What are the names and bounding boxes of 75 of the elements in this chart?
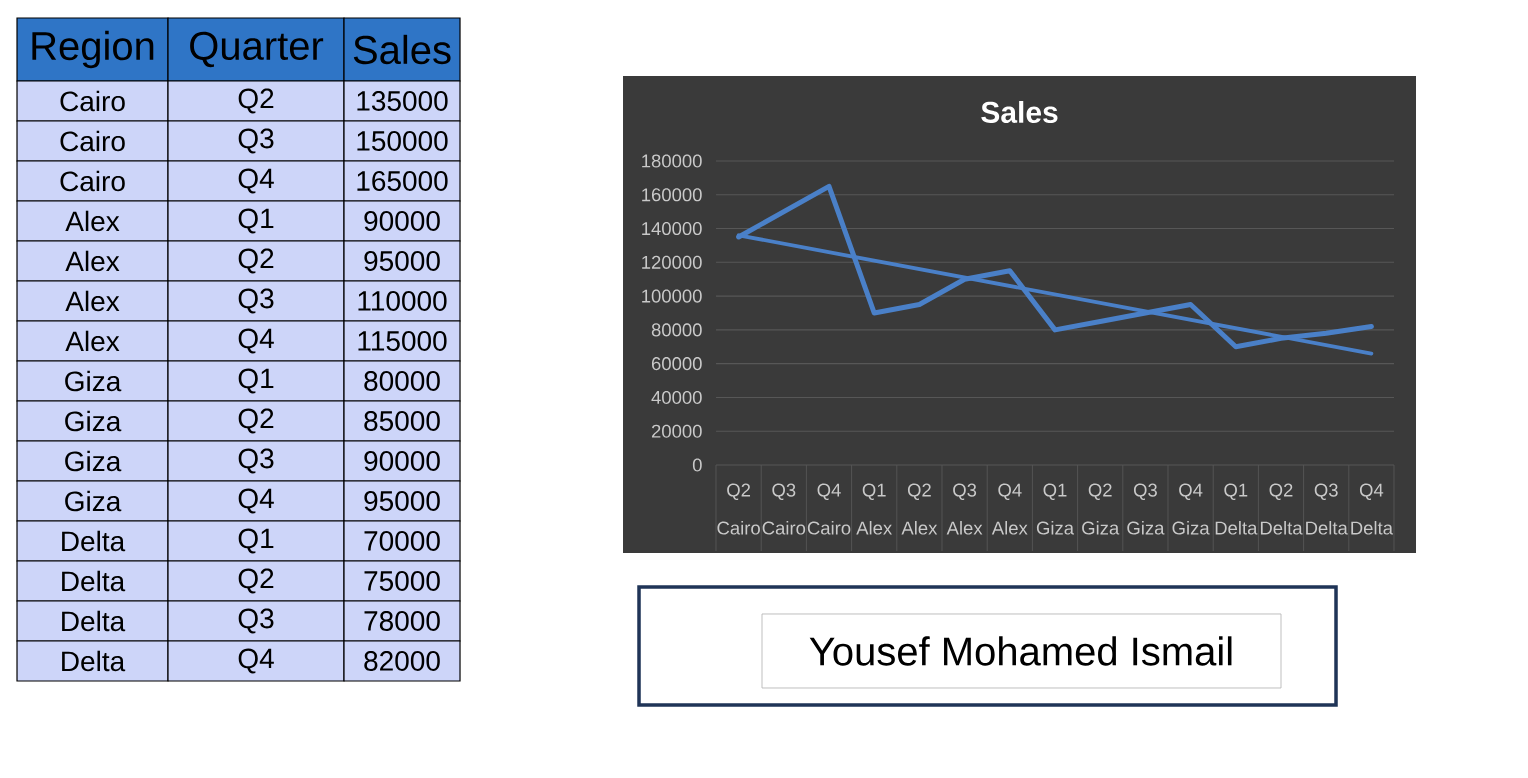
text: 150000: [357, 131, 448, 151]
text: Q1: [238, 528, 274, 554]
text: Delta: [62, 650, 126, 672]
text: Q2: [238, 568, 274, 594]
y-tick-label: 80000: [651, 323, 702, 337]
y-tick-label: 0: [692, 458, 702, 472]
text: Quarter: [190, 31, 324, 68]
y-tick-label: 140000: [642, 221, 702, 236]
text: 70000: [364, 531, 440, 551]
x-tick-label: Q2 Cairo: [717, 483, 760, 535]
x-tick-label: Q1 Delta: [1215, 483, 1258, 535]
text: Cairo: [60, 130, 125, 152]
text: Q3: [238, 608, 274, 634]
y-tick-label: 100000: [642, 289, 702, 303]
text: 95000: [364, 251, 440, 271]
x-tick-label: Q3 Giza: [1127, 483, 1165, 535]
text: Giza: [65, 370, 122, 392]
text: Q3: [238, 128, 274, 154]
text: 95000: [364, 491, 440, 511]
x-tick-label: Q3 Cairo: [762, 483, 806, 535]
text: Alex: [65, 330, 120, 352]
x-tick-label: Q3 Alex: [946, 483, 983, 535]
text: Q1: [238, 368, 274, 394]
text: Giza: [65, 410, 122, 432]
text: 110000: [358, 291, 447, 311]
text: Q4: [238, 328, 274, 354]
text: Q2: [238, 408, 274, 434]
text: 78000: [364, 611, 440, 631]
x-tick-label: Q3 Delta: [1306, 483, 1348, 535]
text: Q2: [238, 88, 274, 114]
text: 85000: [364, 411, 440, 431]
y-tick-label: 40000: [651, 390, 702, 404]
text: 135000: [357, 91, 448, 111]
text: 90000: [364, 211, 440, 231]
text: Delta: [62, 570, 126, 592]
text: 165000: [357, 171, 448, 191]
y-tick-label: 160000: [642, 188, 702, 202]
text: Cairo: [60, 170, 125, 192]
x-tick-label: Q1 Alex: [856, 483, 892, 535]
x-tick-label: Q4 Delta: [1351, 483, 1393, 535]
x-tick-label: Q2 Alex: [901, 483, 938, 535]
x-tick-label: Q4 Alex: [991, 483, 1028, 535]
text: Q4: [238, 648, 274, 674]
text: Giza: [65, 490, 122, 512]
text: Alex: [65, 290, 120, 312]
text: Cairo: [60, 90, 125, 112]
text: Q3: [238, 448, 274, 474]
text: 80000: [364, 371, 440, 391]
text: Q4: [238, 168, 274, 194]
x-tick-label: Q4 Giza: [1172, 483, 1210, 535]
text: Q1: [238, 208, 274, 234]
text: 90000: [364, 451, 440, 471]
text: Q4: [238, 488, 274, 514]
text: 75000: [364, 571, 440, 591]
text: Q3: [238, 288, 274, 314]
y-tick-label: 120000: [642, 255, 702, 269]
y-tick-label: 60000: [651, 357, 702, 371]
text: Yousef Mohamed Ismail: [809, 636, 1232, 666]
y-tick-label: 20000: [651, 424, 702, 438]
text: 115000: [358, 331, 447, 351]
text: Giza: [65, 450, 122, 472]
chart-title: Sales: [981, 100, 1058, 124]
text: Sales: [353, 34, 451, 65]
text: 82000: [364, 651, 440, 671]
text: Region: [32, 30, 154, 69]
text: Delta: [62, 530, 126, 552]
x-tick-label: Q4 Cairo: [807, 483, 851, 535]
text: Q2: [238, 248, 274, 274]
y-tick-label: 180000: [642, 154, 702, 168]
x-tick-label: Q2 Delta: [1260, 483, 1303, 535]
x-tick-label: Q1 Giza: [1036, 483, 1075, 535]
text: Delta: [62, 610, 126, 632]
text: Alex: [65, 210, 120, 232]
text: Alex: [65, 250, 120, 272]
x-tick-label: Q2 Giza: [1082, 483, 1120, 535]
